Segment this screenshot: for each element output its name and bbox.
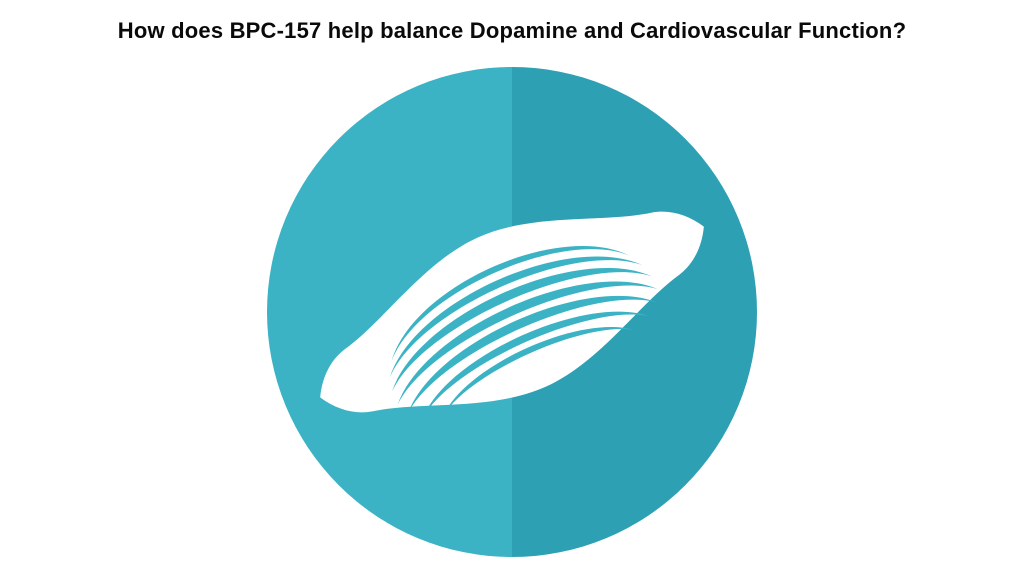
muscle-icon — [262, 62, 762, 562]
page-title: How does BPC-157 help balance Dopamine a… — [0, 18, 1024, 44]
